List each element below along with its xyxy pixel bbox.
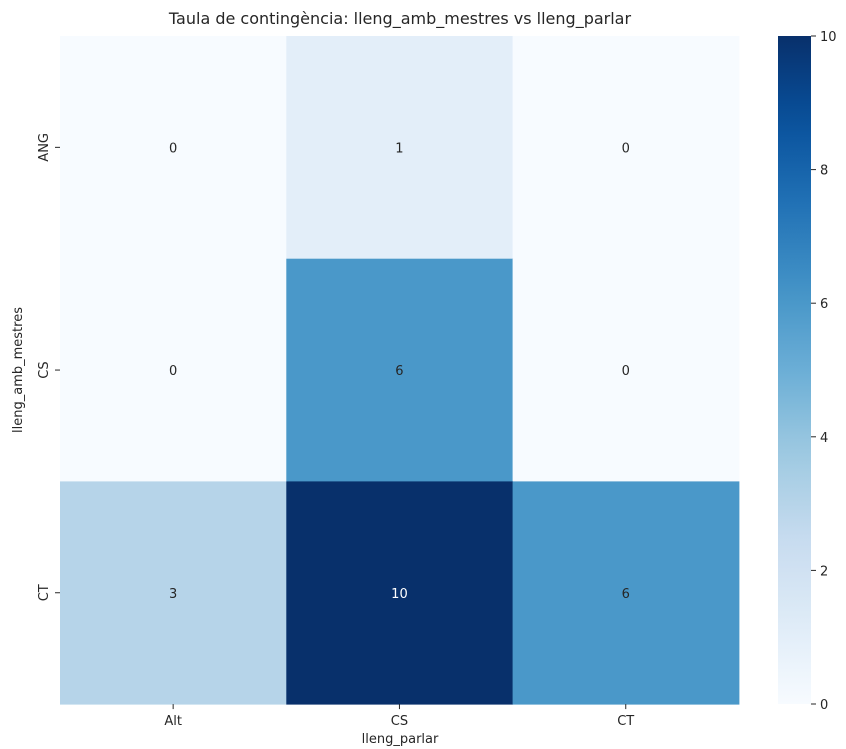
colorbar-tick-label: 2	[820, 564, 828, 579]
x-axis-ticks: Alt CS CT	[164, 704, 634, 729]
heatmap-cell	[286, 36, 514, 260]
chart-title: Taula de contingència: lleng_amb_mestres…	[168, 9, 632, 29]
x-tick-label: CT	[617, 714, 634, 729]
cell-value-label: 0	[622, 364, 630, 379]
heatmap-cells	[60, 36, 740, 705]
heatmap-cell	[512, 36, 740, 260]
colorbar-tick-label: 8	[820, 164, 828, 179]
cell-value-label: 10	[391, 587, 408, 602]
colorbar-tick-label: 0	[820, 698, 828, 713]
heatmap-cell	[60, 36, 287, 260]
y-axis-label: lleng_amb_mestres	[11, 307, 26, 433]
x-tick-label: CS	[391, 714, 408, 729]
cell-value-label: 3	[169, 587, 177, 602]
cell-value-label: 0	[169, 364, 177, 379]
cell-value-label: 6	[395, 364, 403, 379]
colorbar-gradient	[778, 36, 811, 704]
colorbar-tick-label: 6	[820, 297, 828, 312]
colorbar: 0 2 4 6 8 10	[778, 30, 837, 713]
cell-value-label: 0	[169, 141, 177, 156]
heatmap-cell-labels: 0 1 00 6 03 10 6	[169, 141, 630, 601]
x-axis-label: lleng_parlar	[362, 732, 439, 747]
heatmap-cell	[512, 258, 740, 482]
colorbar-tick-label: 4	[820, 431, 828, 446]
y-axis-ticks: ANG CS CT	[37, 133, 60, 601]
y-tick-label: ANG	[37, 133, 52, 162]
heatmap-cell	[60, 258, 287, 482]
y-tick-label: CS	[37, 361, 52, 378]
heatmap-cell	[286, 481, 514, 705]
heatmap-cell	[512, 481, 740, 705]
colorbar-tick-label: 10	[820, 30, 837, 45]
heatmap-cell	[286, 258, 514, 482]
cell-value-label: 1	[395, 141, 403, 156]
y-tick-label: CT	[37, 584, 52, 601]
x-tick-label: Alt	[164, 714, 182, 729]
heatmap-cell	[60, 481, 287, 705]
cell-value-label: 6	[622, 587, 630, 602]
cell-value-label: 0	[622, 141, 630, 156]
